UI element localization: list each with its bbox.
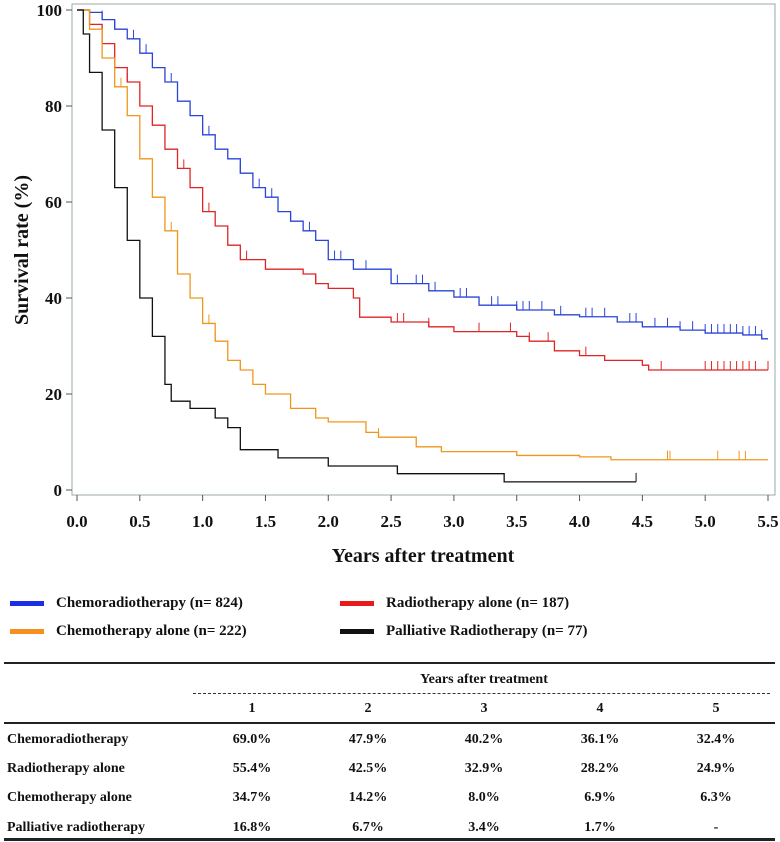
table-row-label: Radiotherapy alone — [7, 761, 125, 776]
table-row-label: Chemoradiotherapy — [7, 732, 129, 747]
table-column-header: 3 — [480, 701, 488, 716]
table-cell: 42.5% — [348, 761, 388, 776]
table-cell: 55.4% — [232, 761, 272, 776]
table-cell: 24.9% — [696, 761, 736, 776]
table-cell: 47.9% — [348, 732, 388, 747]
table-cell: 69.0% — [232, 732, 272, 747]
km-chart: 0 20 40 60 80 100 0.0 0.5 1.0 1.5 2.0 2.5 3.0 3.5 4.0 4… — [11, 1, 779, 567]
legend-label: Chemotherapy alone (n= 222) — [56, 623, 247, 639]
y-tick-label: 60 — [45, 193, 62, 212]
table-column-header: 5 — [712, 701, 720, 716]
table-cell: 36.1% — [580, 732, 620, 747]
legend-swatch — [10, 601, 44, 606]
x-tick-label: 1.5 — [255, 512, 276, 531]
y-tick-label: 100 — [37, 1, 63, 20]
table-cell: - — [713, 820, 719, 835]
y-tick-label: 0 — [54, 481, 63, 500]
table-cell: 8.0% — [468, 790, 500, 805]
table-cell: 1.7% — [584, 820, 616, 835]
legend-label: Palliative Radiotherapy (n= 77) — [386, 623, 588, 639]
km-curve-series-3 — [77, 9, 637, 483]
table-cell: 40.2% — [464, 732, 504, 747]
table-cell: 6.9% — [584, 790, 616, 805]
x-tick-label: 0.0 — [66, 512, 87, 531]
x-tick-label: 2.0 — [318, 512, 339, 531]
x-tick-label: 5.0 — [695, 512, 716, 531]
table-cell: 34.7% — [232, 790, 272, 805]
table-dashed-rule — [193, 693, 770, 694]
y-tick-label: 20 — [45, 385, 62, 404]
legend-item-chemotherapy: Chemotherapy alone (n= 222) — [10, 623, 247, 640]
x-tick-label: 0.5 — [129, 512, 150, 531]
table-cell: 6.7% — [352, 820, 384, 835]
legend-item-chemoradiotherapy: Chemoradiotherapy (n= 824) — [10, 595, 243, 612]
table-cell: 32.4% — [696, 732, 736, 747]
table-header-rule — [4, 722, 775, 724]
table-group-header: Years after treatment — [420, 672, 548, 687]
legend-swatch — [10, 629, 44, 634]
legend-label: Radiotherapy alone (n= 187) — [386, 595, 570, 611]
table-bottom-rule — [4, 838, 775, 841]
table-column-header: 4 — [596, 701, 604, 716]
x-tick-label: 5.5 — [757, 512, 778, 531]
x-tick-label: 4.5 — [632, 512, 653, 531]
table-column-header: 1 — [248, 701, 256, 716]
table-top-rule — [4, 662, 775, 664]
x-tick-label: 2.5 — [380, 512, 401, 531]
km-curve-series-1 — [77, 9, 768, 371]
legend-label: Chemoradiotherapy (n= 824) — [56, 595, 243, 611]
legend-swatch — [340, 601, 374, 606]
table-cell: 6.3% — [700, 790, 732, 805]
y-axis-title: Survival rate (%) — [11, 175, 33, 325]
table-cell: 14.2% — [348, 790, 388, 805]
x-tick-label: 3.5 — [506, 512, 527, 531]
table-cell: 16.8% — [232, 820, 272, 835]
km-curve-series-0 — [77, 9, 768, 340]
x-tick-label: 4.0 — [569, 512, 590, 531]
table-row-label: Palliative radiotherapy — [7, 820, 146, 835]
km-curve-series-2 — [77, 9, 768, 461]
legend-item-palliative: Palliative Radiotherapy (n= 77) — [340, 623, 587, 640]
table-column-header: 2 — [364, 701, 372, 716]
x-tick-label: 3.0 — [443, 512, 464, 531]
table-row-label: Chemotherapy alone — [7, 790, 132, 805]
table-cell: 28.2% — [580, 761, 620, 776]
legend-item-radiotherapy: Radiotherapy alone (n= 187) — [340, 595, 569, 612]
x-tick-label: 1.0 — [192, 512, 213, 531]
x-axis-title: Years after treatment — [332, 545, 515, 567]
y-tick-label: 80 — [45, 97, 62, 116]
plot-frame — [71, 3, 776, 496]
table-cell: 3.4% — [468, 820, 500, 835]
legend-swatch — [340, 629, 374, 634]
y-tick-label: 40 — [45, 289, 62, 308]
table-cell: 32.9% — [464, 761, 504, 776]
